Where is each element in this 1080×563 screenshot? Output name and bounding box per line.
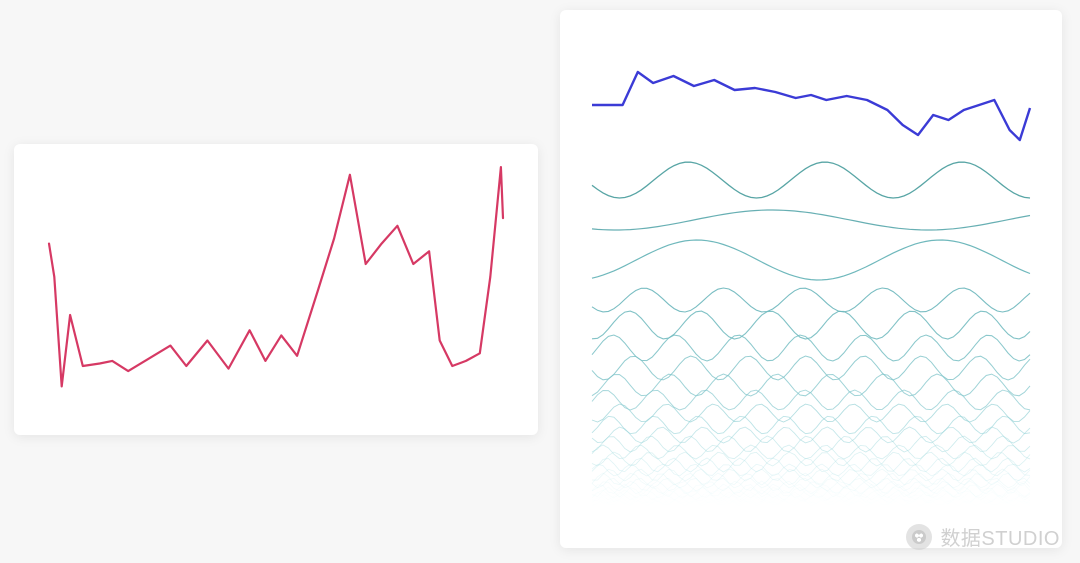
left-series-line [49,167,503,386]
top-signal-line [592,72,1030,140]
right-chart-panel [560,10,1062,548]
wave-line-25 [592,494,1030,502]
wechat-icon [906,524,932,550]
watermark: 数据STUDIO [906,522,1060,551]
right-waves-chart [560,10,1062,548]
wave-line-0 [592,162,1030,198]
wave-line-6 [592,356,1030,380]
wave-line-4 [592,311,1030,339]
wave-line-17 [592,469,1030,481]
wave-line-1 [592,210,1030,230]
wave-line-10 [592,416,1030,433]
left-chart-panel [14,144,538,435]
wave-line-24 [592,492,1030,500]
wave-line-20 [592,481,1030,491]
left-line-chart [14,144,538,435]
wave-line-15 [592,458,1030,472]
wave-line-2 [592,240,1030,280]
wave-line-8 [592,390,1030,410]
watermark-text: 数据STUDIO [940,522,1060,551]
wave-line-3 [592,288,1030,312]
wave-line-9 [592,404,1030,422]
